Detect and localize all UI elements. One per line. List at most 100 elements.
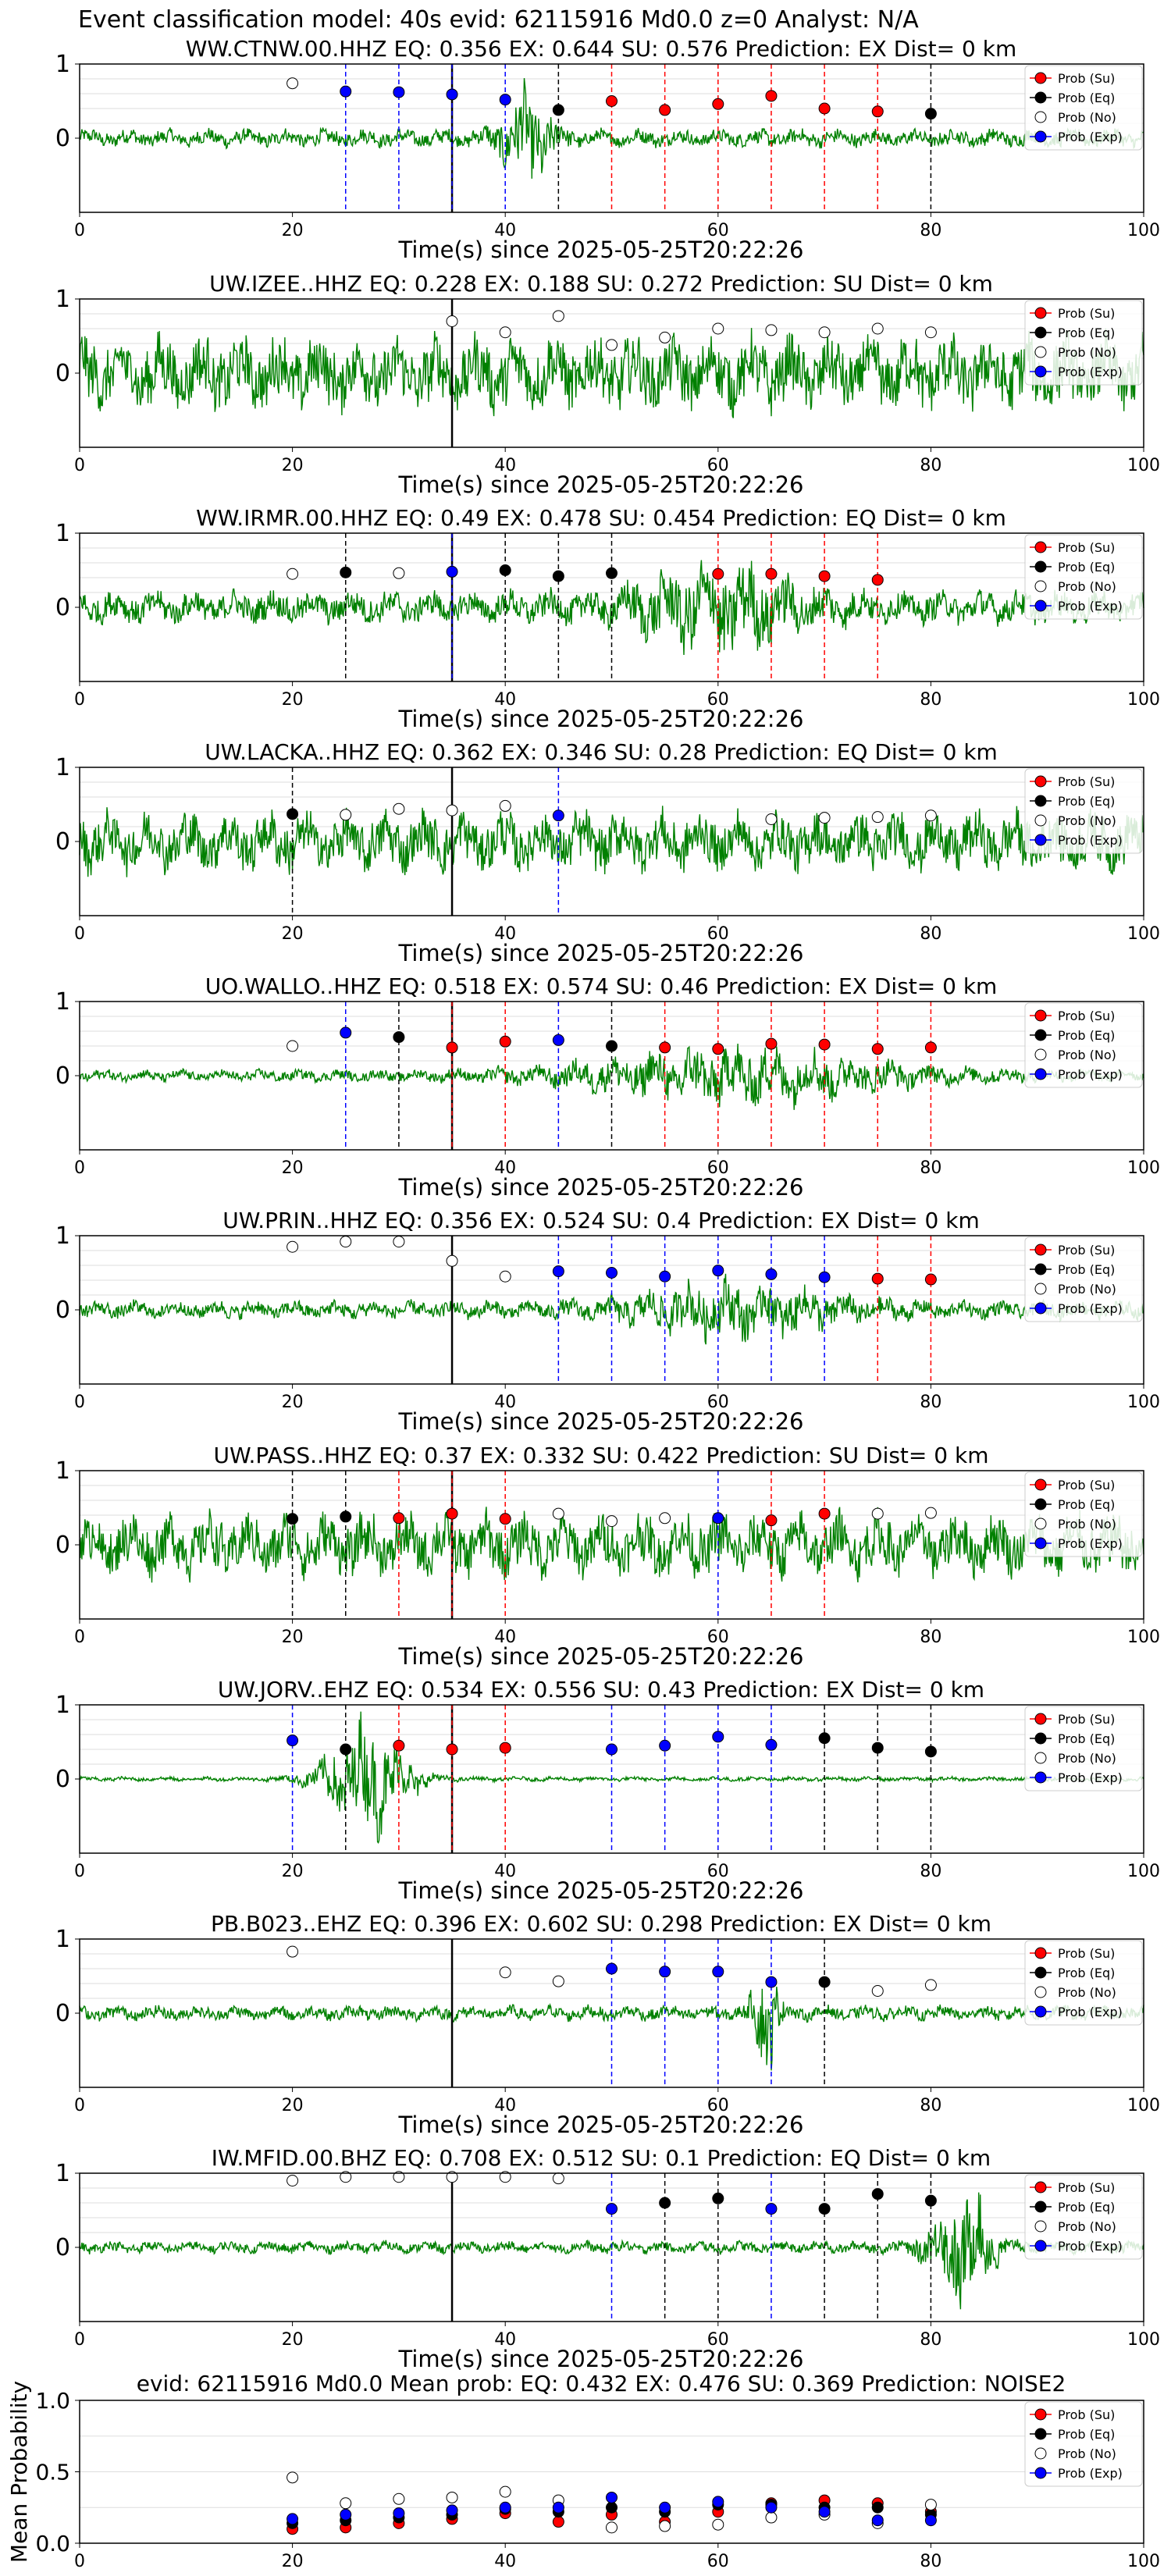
legend-marker-eq — [1034, 560, 1047, 573]
legend-label: Prob (Exp) — [1058, 130, 1123, 144]
prob-point-ex — [606, 1962, 618, 1975]
legend-label: Prob (Exp) — [1058, 2239, 1123, 2254]
legend-marker-su — [1034, 1244, 1047, 1256]
chart-title: UW.PRIN..HHZ EQ: 0.356 EX: 0.524 SU: 0.4… — [222, 1208, 980, 1233]
x-tick-label: 40 — [494, 1862, 516, 1881]
legend-label: Prob (Exp) — [1058, 1301, 1123, 1316]
mean-point-no — [712, 2518, 724, 2531]
x-tick-label: 0 — [74, 2330, 85, 2350]
x-tick-label: 0 — [74, 1628, 85, 1647]
prob-point-no — [765, 813, 778, 825]
legend: Prob (Su) Prob (Eq) Prob (No) Prob (Exp) — [1024, 768, 1143, 854]
legend-label: Prob (Exp) — [1058, 2005, 1123, 2019]
legend-marker-ex — [1034, 600, 1047, 612]
prob-point-eq — [499, 564, 511, 576]
prob-point-su — [712, 98, 724, 110]
prob-point-su — [446, 1041, 458, 1054]
prob-point-no — [287, 1240, 299, 1253]
y-tick-label: 0 — [55, 828, 70, 856]
prob-point-ex — [659, 1270, 671, 1283]
prob-point-no — [446, 315, 458, 327]
chart-panel-10: 0 20 40 60 80 100 0 1 IW.MFID.00.BHZ EQ: 0.708 E… — [55, 2145, 1160, 2372]
waveform-trace — [79, 1043, 1144, 1110]
legend-marker-eq — [1034, 91, 1047, 104]
legend-label: Prob (Su) — [1058, 2407, 1115, 2422]
x-tick-label: 60 — [707, 2330, 729, 2350]
prob-point-no — [393, 802, 405, 815]
x-tick-label: 20 — [282, 1862, 304, 1881]
legend-marker-no — [1034, 2220, 1047, 2233]
prob-point-no — [499, 1966, 511, 1979]
legend-label: Prob (Eq) — [1058, 1497, 1115, 1512]
legend-label: Prob (Su) — [1058, 774, 1115, 789]
legend-marker-ex — [1034, 2005, 1047, 2018]
legend-label: Prob (No) — [1058, 579, 1116, 594]
x-tick-label: 40 — [494, 690, 516, 710]
prob-point-su — [712, 1043, 724, 1055]
legend-marker-eq — [1034, 1498, 1047, 1510]
prob-point-su — [659, 1041, 671, 1054]
y-tick-label: 1 — [55, 754, 70, 781]
x-tick-label: 40 — [494, 221, 516, 240]
x-tick-label: 20 — [282, 456, 304, 475]
prob-point-no — [287, 77, 299, 90]
prob-point-no — [765, 324, 778, 336]
waveform-trace — [79, 2192, 1144, 2310]
chart-panel-9: 0 20 40 60 80 100 0 1 PB.B023..EHZ EQ: 0.396 EX:… — [55, 1911, 1160, 2138]
prob-point-eq — [340, 1743, 352, 1756]
chart-title: evid: 62115916 Md0.0 Mean prob: EQ: 0.43… — [137, 2371, 1066, 2396]
legend-marker-no — [1034, 1048, 1047, 1061]
mean-point-eq — [606, 2501, 618, 2514]
prob-point-no — [340, 809, 352, 821]
prob-point-eq — [818, 1976, 831, 1988]
y-tick-label: 0.0 — [35, 2531, 70, 2556]
mean-point-no — [499, 2485, 511, 2498]
legend-marker-eq — [1034, 1263, 1047, 1276]
mean-point-ex — [340, 2508, 352, 2521]
legend-box — [1024, 2401, 1143, 2487]
mean-point-no — [924, 2499, 937, 2511]
x-tick-label: 80 — [920, 456, 941, 475]
x-tick-label: 100 — [1127, 221, 1160, 240]
x-tick-label: 40 — [494, 1393, 516, 1412]
chart-panel-5: 0 20 40 60 80 100 0 1 UO.WALLO..HHZ EQ: 0.518 EX… — [55, 973, 1160, 1201]
legend-label: Prob (Eq) — [1058, 2200, 1115, 2215]
legend-box — [1024, 1471, 1143, 1557]
prob-point-su — [818, 570, 831, 582]
prob-point-ex — [765, 1268, 778, 1280]
legend-label: Prob (Su) — [1058, 1243, 1115, 1258]
x-axis-label: Time(s) since 2025-05-25T20:22:26 — [398, 1174, 804, 1201]
legend-label: Prob (No) — [1058, 1282, 1116, 1297]
prob-point-no — [552, 1975, 564, 1987]
legend-marker-su — [1034, 307, 1047, 319]
legend-marker-eq — [1034, 326, 1047, 339]
x-tick-label: 60 — [707, 1393, 729, 1412]
y-tick-label: 1 — [55, 1457, 70, 1485]
waveform-trace — [79, 328, 1144, 418]
chart-title: WW.IRMR.00.HHZ EQ: 0.49 EX: 0.478 SU: 0.… — [196, 505, 1006, 531]
x-tick-label: 80 — [920, 2552, 941, 2571]
prob-point-su — [393, 1739, 405, 1752]
prob-point-su — [606, 95, 618, 107]
legend-label: Prob (Exp) — [1058, 1770, 1123, 1785]
prob-point-su — [818, 102, 831, 115]
x-tick-label: 100 — [1127, 2552, 1160, 2571]
mean-point-no — [606, 2521, 618, 2534]
legend-label: Prob (Exp) — [1058, 599, 1123, 614]
x-tick-label: 100 — [1127, 1628, 1160, 1647]
legend-marker-ex — [1034, 834, 1047, 846]
legend: Prob (Su) Prob (Eq) Prob (No) Prob (Exp) — [1024, 1002, 1143, 1088]
x-tick-label: 40 — [494, 2096, 516, 2115]
mean-point-ex — [552, 2501, 564, 2514]
x-tick-label: 100 — [1127, 1862, 1160, 1881]
x-tick-label: 40 — [494, 456, 516, 475]
x-tick-label: 0 — [74, 1393, 85, 1412]
prob-point-ex — [499, 94, 511, 106]
prob-point-eq — [552, 104, 564, 116]
prob-point-ex — [552, 1034, 564, 1046]
prob-point-no — [340, 1236, 352, 1248]
y-tick-label: 1.0 — [35, 2388, 70, 2414]
legend-label: Prob (Su) — [1058, 540, 1115, 555]
chart-title: UW.PASS..HHZ EQ: 0.37 EX: 0.332 SU: 0.42… — [214, 1443, 989, 1468]
